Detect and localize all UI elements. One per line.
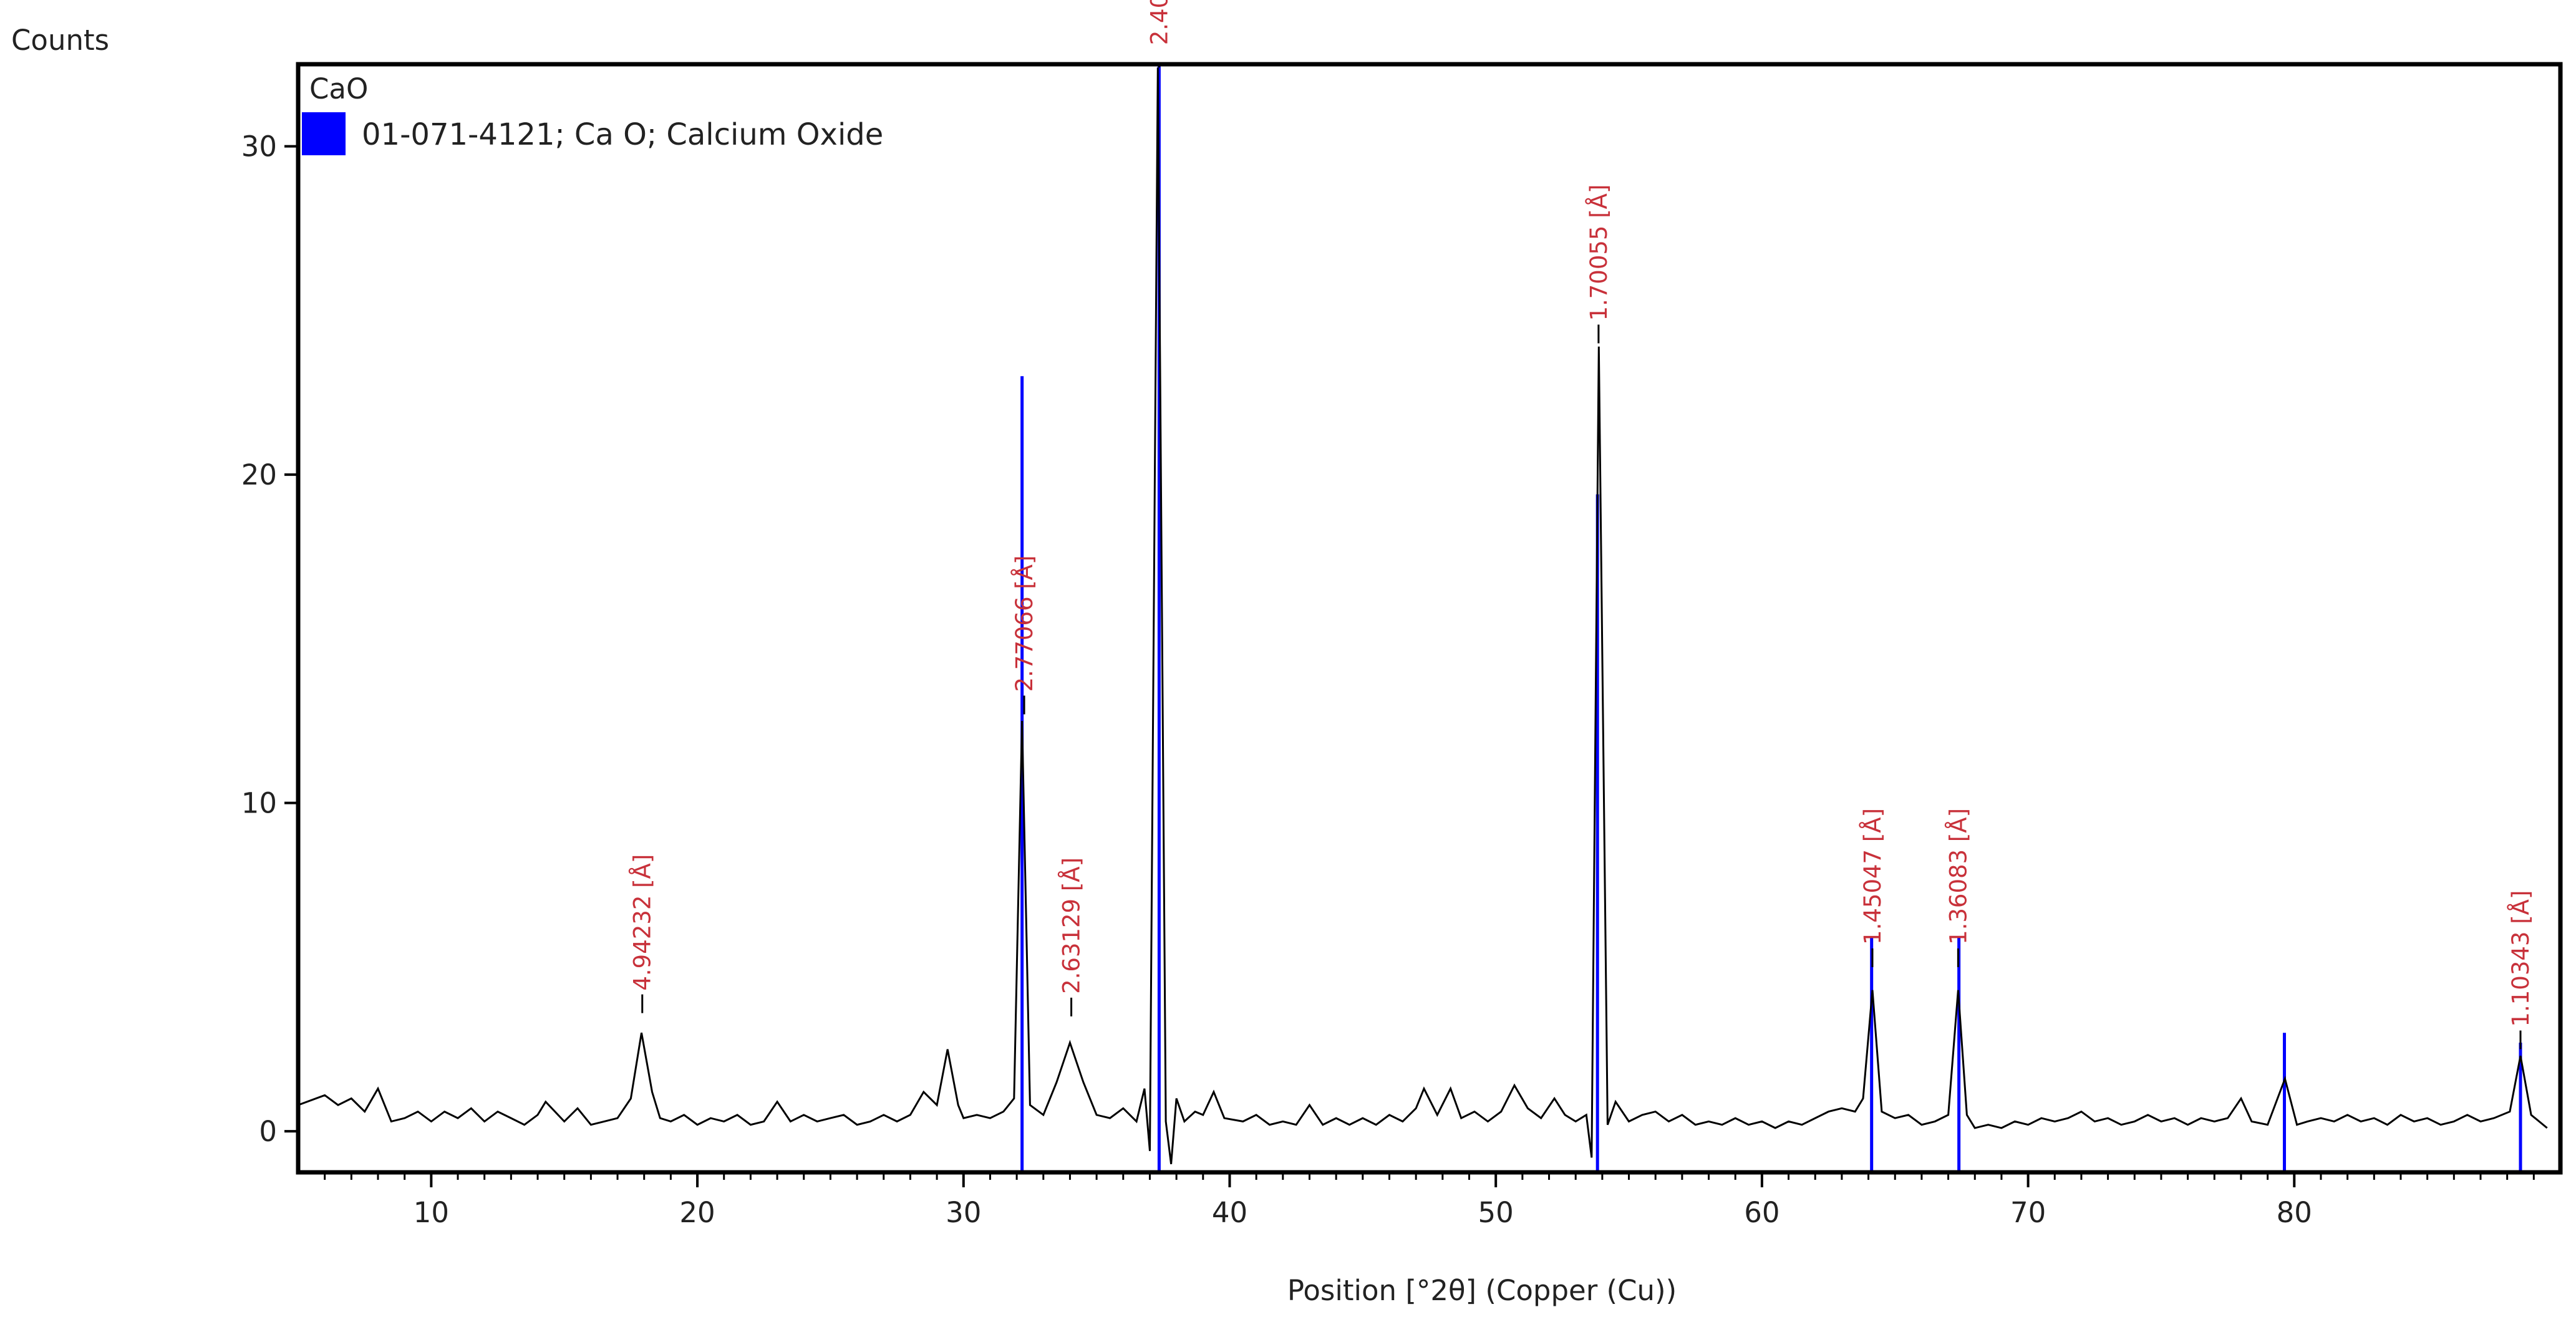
y-axis-label: Counts [11, 24, 109, 57]
diffraction-line [298, 67, 2548, 1164]
x-tick-label: 70 [2010, 1196, 2046, 1229]
x-tick-label: 80 [2277, 1196, 2312, 1229]
peak-label: 2.63129 [Å] [1058, 857, 1085, 994]
x-tick-label: 60 [1744, 1196, 1779, 1229]
peak-label: 1.45047 [Å] [1859, 808, 1886, 945]
peak-label: 4.94232 [Å] [629, 854, 656, 991]
x-tick-label: 50 [1478, 1196, 1514, 1229]
x-tick-label: 10 [414, 1196, 449, 1229]
x-tick-label: 20 [679, 1196, 715, 1229]
x-tick-label: 30 [946, 1196, 981, 1229]
peak-label: 2.77066 [Å] [1010, 556, 1038, 692]
peak-label: 1.70055 [Å] [1585, 185, 1612, 321]
plot-area [298, 64, 2548, 1172]
x-tick-label: 40 [1212, 1196, 1247, 1229]
y-tick-label: 30 [241, 130, 277, 163]
peak-label: 1.36083 [Å] [1944, 808, 1972, 945]
legend-label: 01-071-4121; Ca O; Calcium Oxide [362, 117, 883, 152]
y-tick-label: 0 [259, 1115, 277, 1148]
peak-label: 1.10343 [Å] [2507, 890, 2534, 1027]
y-tick-label: 10 [241, 787, 277, 820]
y-tick-label: 20 [241, 458, 277, 491]
x-axis-label: Position [°2θ] (Copper (Cu)) [1287, 1274, 1677, 1307]
peak-label: 2.40633 [Å] [1145, 0, 1173, 45]
legend-swatch [302, 112, 346, 155]
plot-frame [296, 62, 2563, 1175]
legend-title: CaO [309, 72, 368, 105]
